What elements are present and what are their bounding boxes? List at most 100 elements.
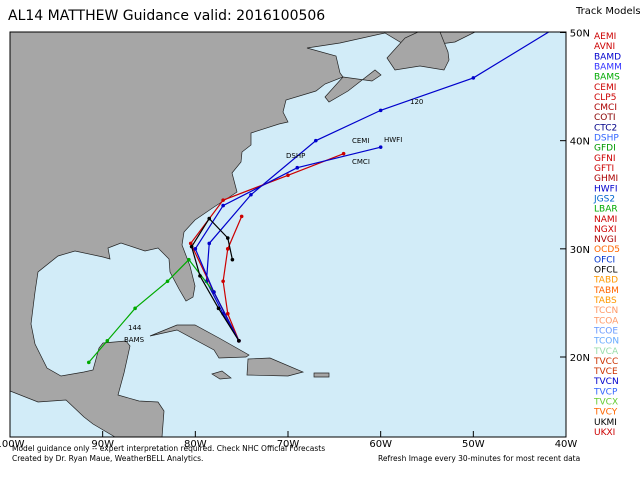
axis-ticks: 50N 40N 30N 20N 100W 90W 80W 70W 60W 50W 40W xyxy=(0,29,590,451)
track-point xyxy=(207,241,212,246)
track-point xyxy=(133,306,137,311)
lon-tick-label: 70W xyxy=(277,439,300,450)
lon-tick-label: 60W xyxy=(369,439,392,450)
legend-entry: NAMI xyxy=(594,215,617,225)
legend-entry: BAMM xyxy=(594,62,622,72)
legend-entry: NVGI xyxy=(594,235,617,245)
legend-entry: AVNI xyxy=(594,42,615,52)
track-label: HWFI xyxy=(384,136,402,144)
title: AL14 MATTHEW Guidance valid: 2016100506 xyxy=(8,8,325,24)
track-point xyxy=(188,241,193,246)
footer-credit: Created by Dr. Ryan Maue, WeatherBELL An… xyxy=(12,454,203,463)
map-area: HWFI CEMI CMCI DSHP BAMS 120 144 xyxy=(10,25,566,437)
track-point xyxy=(207,216,212,221)
track-point xyxy=(165,279,170,284)
land xyxy=(10,32,476,437)
north-america xyxy=(10,32,476,437)
legend-entry: OFCL xyxy=(594,266,618,276)
lat-tick-label: 40N xyxy=(570,137,590,148)
track-point xyxy=(193,247,198,251)
legend-entry: TABS xyxy=(593,296,617,306)
track-point xyxy=(471,76,476,80)
lon-tick-label: 40W xyxy=(555,439,578,450)
legend-entry: TVCC xyxy=(593,357,618,367)
legend-entry: UKXI xyxy=(594,428,615,438)
legend-entry: GFDI xyxy=(594,144,616,154)
legend-entry: UKMI xyxy=(594,418,617,428)
legend-entry: CTC2 xyxy=(594,123,617,133)
track-point xyxy=(189,244,194,249)
track-point xyxy=(86,360,91,365)
track-point xyxy=(230,257,235,262)
track-line xyxy=(194,146,381,342)
track-point xyxy=(221,203,225,208)
legend-entry: CLP5 xyxy=(594,93,616,103)
track-label: 144 xyxy=(128,324,142,332)
cuba xyxy=(149,324,250,359)
track-point xyxy=(105,338,110,343)
track-point xyxy=(286,173,290,178)
tracks xyxy=(86,25,559,365)
legend-entry: NGXI xyxy=(594,225,617,235)
track-point xyxy=(378,108,383,113)
legend-entry: HWFI xyxy=(594,184,618,194)
legend-entry: TVCA xyxy=(593,347,619,357)
track-point xyxy=(225,311,230,316)
legend-entry: TVCN xyxy=(593,377,619,387)
track-label: CMCI xyxy=(352,158,370,166)
hispaniola xyxy=(246,357,305,377)
track-label: CEMI xyxy=(352,137,369,145)
legend-entry: TABM xyxy=(593,286,619,296)
track-label: DSHP xyxy=(286,152,305,160)
legend-entry: CMCI xyxy=(594,103,617,113)
legend-entry: JGS2 xyxy=(593,194,615,204)
track-point xyxy=(187,257,191,262)
legend-entry: GFNI xyxy=(594,154,616,164)
legend-entry: TVCE xyxy=(593,367,618,377)
legend-entry: TCOA xyxy=(593,316,619,326)
legend-title: Track Models xyxy=(575,6,640,17)
track-point xyxy=(295,165,300,170)
legend-entry: TCCN xyxy=(593,306,618,316)
lat-tick-label: 30N xyxy=(570,245,590,256)
jamaica xyxy=(211,370,232,380)
legend-entry: TVCX xyxy=(593,398,618,408)
track-point xyxy=(221,198,225,202)
legend-entry: BAMD xyxy=(594,52,621,62)
legend-entry: AEMI xyxy=(594,32,616,42)
track-point xyxy=(237,338,241,343)
footer-note: Model guidance only -- expert interpreta… xyxy=(12,444,325,453)
legend-entry: COTI xyxy=(594,113,616,123)
lon-tick-label: 90W xyxy=(91,439,114,450)
legend-entry: TVCP xyxy=(593,387,618,397)
footer-refresh: Refresh Image every 30-minutes for most … xyxy=(378,454,580,463)
legend-entry: TCOE xyxy=(593,326,618,336)
legend-entry: DSHP xyxy=(594,134,619,144)
legend-entry: BAMS xyxy=(594,73,620,83)
track-point xyxy=(239,214,244,219)
track-point xyxy=(378,145,383,149)
legend-entry: GFTI xyxy=(594,164,614,174)
lat-tick-label: 20N xyxy=(570,353,590,364)
newfoundland xyxy=(386,32,450,71)
track-label: BAMS xyxy=(124,336,145,344)
track-point xyxy=(314,138,318,143)
track-point xyxy=(216,306,221,311)
legend-entry: GHMI xyxy=(594,174,618,184)
nova-scotia xyxy=(324,69,382,103)
track-point xyxy=(225,247,230,251)
track-point xyxy=(249,192,253,197)
track-label: 120 xyxy=(410,98,423,106)
puerto-rico xyxy=(313,372,330,378)
track-point xyxy=(555,25,559,29)
legend-entry: LBAR xyxy=(594,205,618,215)
track-point xyxy=(212,290,216,294)
legend: AEMIAVNIBAMDBAMMBAMSCEMICLP5CMCICOTICTC2… xyxy=(593,32,622,438)
track-point xyxy=(198,274,202,278)
lat-tick-label: 50N xyxy=(570,29,590,40)
track-point xyxy=(341,151,346,156)
legend-entry: TABD xyxy=(593,276,618,286)
lon-tick-label: 50W xyxy=(462,439,485,450)
legend-entry: OFCI xyxy=(594,255,615,265)
